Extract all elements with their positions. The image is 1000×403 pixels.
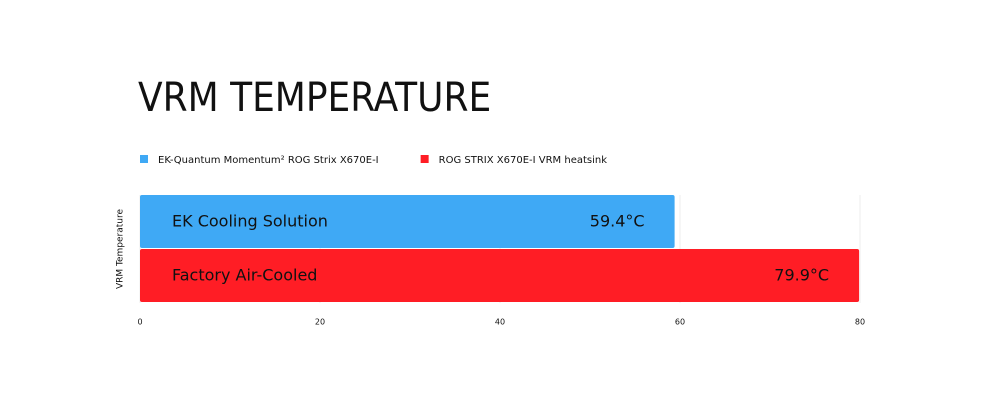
value-label: 59.4°C: [590, 212, 645, 231]
value-label: 79.9°C: [774, 266, 829, 285]
chart-title: VRM TEMPERATURE: [138, 75, 491, 121]
legend-swatch: [140, 155, 148, 163]
x-tick-label: 0: [137, 318, 142, 327]
legend-label: EK-Quantum Momentum² ROG Strix X670E-I: [158, 155, 379, 166]
x-tick-label: 20: [315, 318, 325, 327]
bar-label: EK Cooling Solution: [172, 212, 328, 231]
x-tick-label: 80: [855, 318, 865, 327]
bar: [140, 195, 675, 248]
legend-label: ROG STRIX X670E-I VRM heatsink: [439, 155, 608, 166]
x-tick-label: 40: [495, 318, 505, 327]
bar-label: Factory Air-Cooled: [172, 266, 317, 285]
x-tick-label: 60: [675, 318, 685, 327]
legend-swatch: [420, 155, 429, 163]
bar: [140, 249, 860, 302]
y-category-label: VRM Temperature: [116, 209, 126, 290]
